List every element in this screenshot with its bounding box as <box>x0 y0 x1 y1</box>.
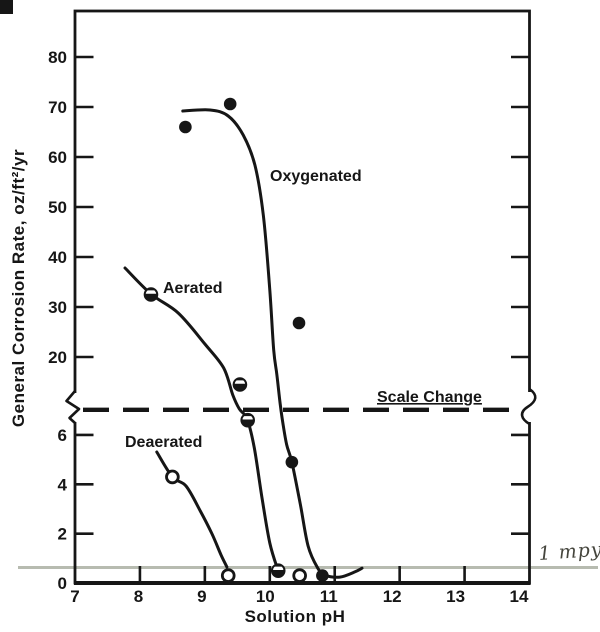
marker-outline <box>240 412 256 428</box>
x-tick-label: 13 <box>446 587 465 606</box>
x-tick-label: 14 <box>510 587 529 606</box>
data-point-deaerated <box>292 568 307 583</box>
x-axis-title: Solution pH <box>245 607 346 626</box>
deaerated-series-label: Deaerated <box>125 434 202 451</box>
data-point-deaerated <box>165 469 180 485</box>
y-tick-label: 0 <box>58 574 67 593</box>
scale-change-label: Scale Change <box>377 389 482 406</box>
x-tick-label: 7 <box>70 587 79 606</box>
y-axis-title: General Corrosion Rate, oz/ft²/yr <box>9 149 28 427</box>
x-tick-label: 12 <box>383 587 402 606</box>
data-point-oxygenated <box>292 316 306 330</box>
data-point-oxygenated <box>285 455 299 469</box>
data-series-layer <box>123 97 364 583</box>
data-point-oxygenated <box>316 569 329 582</box>
data-point-oxygenated <box>179 120 192 134</box>
right-axis-scale-break <box>520 387 537 426</box>
y-tick-label: 70 <box>48 98 67 117</box>
curve-aerated <box>123 266 280 573</box>
marker-outline <box>143 287 159 302</box>
plot-frame <box>73 9 531 585</box>
y-tick-label: 4 <box>58 475 68 494</box>
data-point-aerated <box>143 287 159 302</box>
data-point-aerated <box>240 412 256 428</box>
curve-deaerated <box>155 450 229 569</box>
marker-outline <box>232 377 248 392</box>
left-axis-scale-break <box>65 390 81 424</box>
x-tick-label: 10 <box>256 587 275 606</box>
y-tick-label: 80 <box>48 48 67 67</box>
y-tick-label: 30 <box>48 298 67 317</box>
y-tick-label: 40 <box>48 248 67 267</box>
data-point-aerated <box>270 563 286 578</box>
aerated-series-label: Aerated <box>163 280 223 297</box>
data-point-deaerated <box>220 568 236 583</box>
marker-outline <box>270 563 286 578</box>
reference-lines-layer <box>18 407 598 569</box>
one-mpy-label: 1 mpy <box>538 539 600 565</box>
axes-layer: 20 30 40 50 60 70 80 0 2 4 6 7 8 9 10 11 12 13 14 <box>48 9 537 606</box>
x-tick-label: 9 <box>197 587 206 606</box>
scan-corner-artifact <box>0 0 13 14</box>
y-tick-label: 60 <box>48 148 67 167</box>
data-point-oxygenated <box>223 97 237 111</box>
y-tick-label: 50 <box>48 198 67 217</box>
y-tick-label: 6 <box>58 426 67 445</box>
y-tick-label: 20 <box>48 348 67 367</box>
y-tick-label: 2 <box>58 525 67 544</box>
x-tick-label: 8 <box>134 587 143 606</box>
oxygenated-series-label: Oxygenated <box>270 168 362 185</box>
data-point-aerated <box>232 377 248 392</box>
x-tick-label: 11 <box>320 587 338 606</box>
